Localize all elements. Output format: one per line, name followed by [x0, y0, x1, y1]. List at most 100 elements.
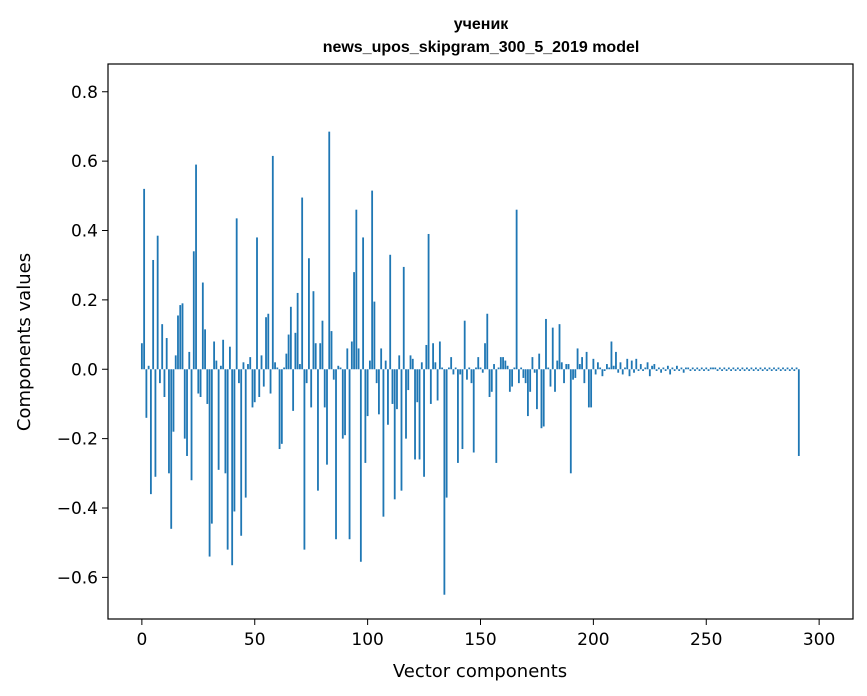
bar-12 — [168, 369, 170, 474]
bar-13 — [170, 369, 173, 529]
bar-181 — [549, 369, 552, 387]
bar-52 — [258, 369, 261, 397]
bar-162 — [506, 365, 509, 370]
bar-276 — [764, 367, 766, 370]
bar-278 — [768, 367, 771, 370]
bar-172 — [529, 369, 532, 392]
bar-226 — [651, 365, 653, 370]
bar-101 — [368, 360, 371, 370]
x-tick-label: 200 — [577, 630, 609, 650]
bar-132 — [438, 341, 441, 370]
bar-262 — [732, 367, 735, 370]
bar-200 — [592, 358, 595, 370]
bar-38 — [226, 369, 229, 550]
bar-122 — [416, 369, 419, 403]
bar-79 — [319, 343, 322, 370]
bar-161 — [504, 360, 507, 370]
bar-225 — [648, 369, 651, 377]
bar-206 — [606, 364, 608, 370]
bar-246 — [696, 367, 699, 370]
bar-114 — [398, 355, 401, 370]
bar-270 — [750, 367, 753, 370]
bar-252 — [709, 367, 712, 370]
bar-250 — [705, 367, 708, 370]
y-axis-label: Components values — [14, 253, 35, 431]
bar-104 — [375, 369, 378, 384]
bar-121 — [414, 369, 416, 460]
bar-286 — [786, 367, 789, 370]
bar-26 — [199, 369, 202, 397]
bar-223 — [644, 367, 647, 370]
bar-213 — [621, 369, 624, 375]
bar-256 — [718, 367, 721, 370]
bar-203 — [599, 367, 602, 370]
bar-148 — [475, 367, 477, 370]
bar-177 — [540, 369, 543, 429]
bar-45 — [242, 362, 245, 370]
bar-89 — [341, 369, 344, 439]
y-tick-label: −0.4 — [57, 499, 98, 519]
bar-258 — [723, 367, 726, 370]
bar-92 — [348, 369, 351, 540]
bar-279 — [770, 369, 773, 371]
bar-29 — [206, 369, 209, 404]
bar-291 — [797, 369, 800, 456]
bar-94 — [353, 272, 355, 370]
bar-289 — [793, 369, 796, 371]
bar-185 — [558, 324, 561, 370]
bar-159 — [499, 357, 502, 370]
bar-1 — [143, 188, 146, 370]
bar-144 — [466, 369, 468, 380]
bar-15 — [174, 355, 177, 370]
bar-14 — [172, 369, 175, 432]
bar-37 — [224, 369, 227, 474]
bar-2 — [145, 369, 148, 418]
bar-160 — [502, 357, 504, 370]
bar-237 — [676, 365, 678, 370]
bar-196 — [583, 369, 586, 384]
bar-210 — [615, 351, 617, 370]
bar-80 — [321, 320, 324, 370]
bar-58 — [271, 155, 274, 370]
bars-group — [140, 131, 800, 595]
bar-6 — [154, 369, 157, 477]
y-tick-label: −0.2 — [57, 430, 98, 450]
bar-221 — [639, 364, 642, 370]
bar-16 — [177, 315, 179, 370]
bar-30 — [208, 369, 211, 557]
bar-57 — [269, 369, 272, 394]
bar-22 — [190, 369, 193, 481]
bar-102 — [371, 190, 374, 370]
bar-267 — [743, 369, 746, 371]
bar-31 — [210, 369, 213, 524]
bar-182 — [551, 327, 554, 370]
x-tick-label: 100 — [351, 630, 383, 650]
bar-96 — [357, 348, 360, 370]
bar-240 — [682, 369, 685, 373]
bar-86 — [335, 369, 337, 540]
bar-273 — [757, 369, 760, 371]
bar-174 — [533, 369, 536, 373]
bar-18 — [181, 303, 184, 370]
bar-143 — [463, 320, 466, 370]
bar-54 — [262, 369, 265, 387]
bar-207 — [608, 367, 611, 370]
bar-255 — [716, 369, 719, 371]
bar-81 — [323, 369, 326, 408]
bar-27 — [201, 282, 204, 370]
x-tick-label: 150 — [464, 630, 496, 650]
bar-20 — [186, 369, 188, 456]
bar-238 — [678, 369, 681, 371]
bar-284 — [782, 367, 784, 370]
chart-subtitle: news_upos_skipgram_300_5_2019 model — [323, 39, 640, 56]
bar-277 — [766, 369, 769, 371]
bar-251 — [707, 369, 710, 371]
bar-72 — [303, 369, 306, 550]
bar-0 — [140, 343, 143, 370]
bar-154 — [488, 369, 491, 397]
bar-63 — [283, 367, 285, 370]
bar-242 — [687, 367, 690, 370]
bar-43 — [238, 369, 240, 384]
bar-51 — [256, 237, 258, 370]
bar-35 — [219, 365, 222, 370]
